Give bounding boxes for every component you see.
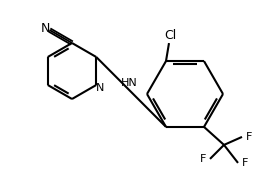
Text: HN: HN bbox=[121, 78, 137, 88]
Text: Cl: Cl bbox=[164, 29, 176, 42]
Text: N: N bbox=[41, 22, 50, 36]
Text: F: F bbox=[242, 158, 248, 168]
Text: F: F bbox=[200, 154, 206, 164]
Text: F: F bbox=[246, 132, 252, 142]
Text: N: N bbox=[96, 83, 104, 93]
